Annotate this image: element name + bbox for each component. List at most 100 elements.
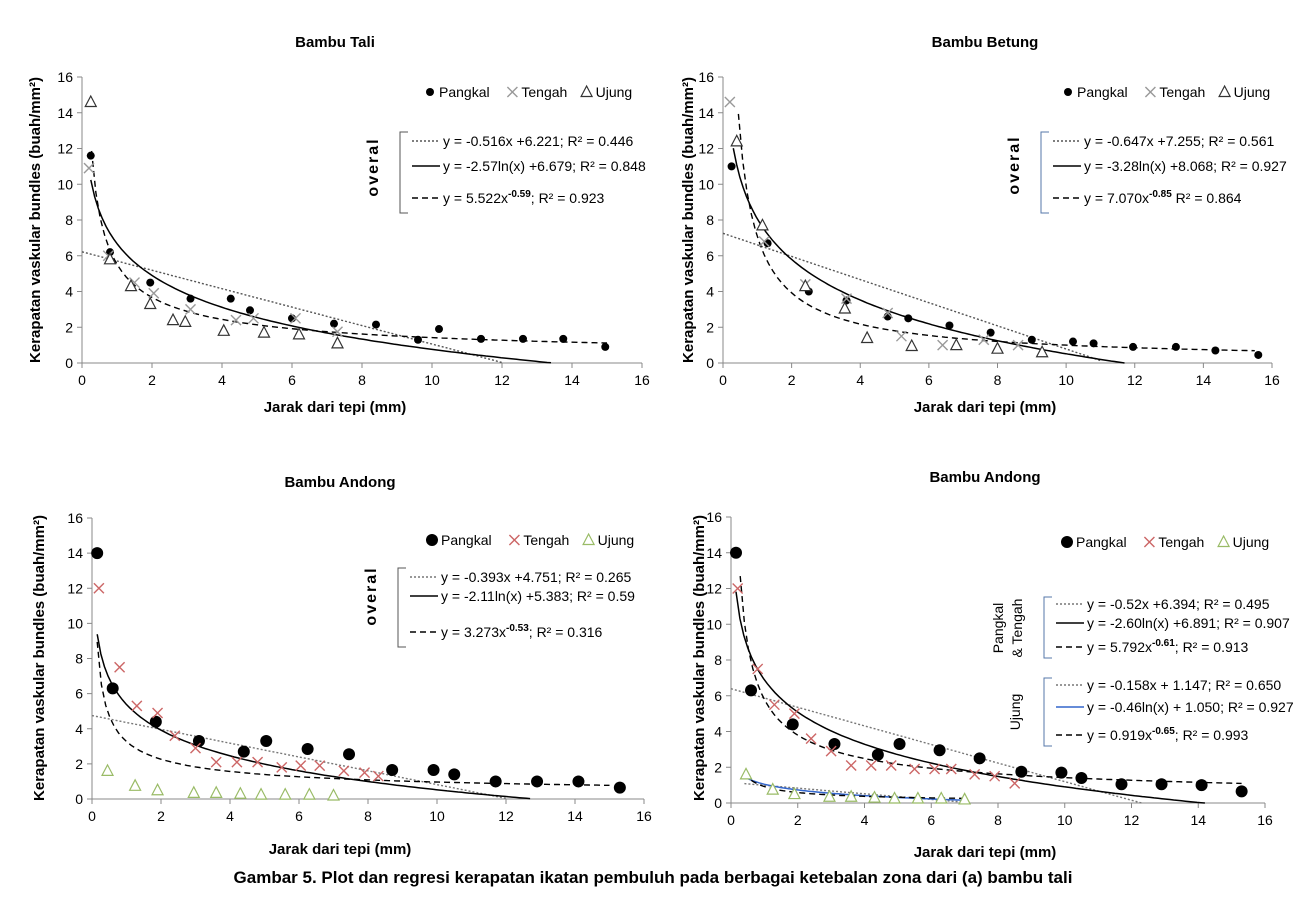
data-point — [825, 745, 837, 757]
data-point — [302, 787, 316, 800]
data-point — [489, 775, 502, 788]
chart-panel-4: Bambu Andong Jarak dari tepi (mm) Kerapata… — [691, 469, 1294, 861]
data-point — [730, 134, 744, 147]
data-point — [426, 88, 434, 96]
data-point — [233, 786, 247, 799]
data-point — [190, 742, 201, 754]
regression-legend: overal y = -0.647x +7.255; R² = 0.561 y = … — [1006, 131, 1287, 214]
data-point-stroke — [295, 760, 307, 772]
regression-group-label: overal — [363, 566, 380, 625]
data-point — [86, 151, 95, 160]
legend-entry-label: Ujung — [1233, 534, 1270, 550]
data-point — [519, 334, 527, 343]
data-point — [146, 278, 155, 287]
x-axis-label: Jarak dari tepi (mm) — [264, 399, 407, 416]
y-tick-label: 0 — [714, 795, 722, 811]
regression-group-label: Pangkal — [990, 603, 1006, 654]
x-tick-label: 14 — [1190, 812, 1206, 828]
data-point — [314, 760, 326, 772]
regression-group-label: & Tengah — [1009, 599, 1025, 658]
data-point-stroke — [825, 745, 837, 757]
data-point — [1171, 342, 1180, 351]
data-point — [991, 341, 1004, 354]
regression-curve-linear — [91, 714, 507, 800]
data-point — [149, 715, 162, 728]
legend-entry-label: Tengah — [1159, 84, 1205, 100]
data-point — [978, 334, 990, 346]
figure-caption: Gambar 5. Plot dan regresi kerapatan ika… — [233, 868, 1073, 887]
regression-equation: y = -0.647x +7.255; R² = 0.561 — [1084, 133, 1275, 149]
data-point — [192, 735, 205, 748]
y-tick-label: 6 — [75, 686, 83, 702]
data-point — [1089, 339, 1098, 348]
data-point — [343, 748, 356, 761]
x-tick-label: 6 — [925, 372, 933, 388]
series-ujung — [739, 767, 972, 805]
x-tick-label: 0 — [719, 372, 727, 388]
regression-curve-linear — [81, 251, 503, 364]
data-point — [338, 765, 350, 777]
data-point-stroke — [895, 330, 907, 342]
data-point — [909, 763, 921, 775]
data-point — [210, 756, 222, 768]
data-point-stroke — [332, 326, 343, 338]
x-tick-label: 16 — [1264, 372, 1280, 388]
data-point — [958, 792, 972, 805]
data-point — [290, 312, 301, 324]
y-tick-label: 8 — [714, 652, 722, 668]
data-point — [888, 791, 902, 804]
data-point — [1009, 777, 1021, 789]
data-point — [506, 86, 518, 98]
legend-entry-label: Tengah — [521, 84, 567, 100]
data-point — [871, 748, 884, 761]
data-point-stroke — [230, 314, 242, 326]
data-point-stroke — [231, 756, 243, 768]
regression-curve-power — [96, 641, 610, 786]
regression-equation: y = -0.393x +4.751; R² = 0.265 — [441, 569, 632, 585]
regression-curve-log — [90, 179, 552, 364]
data-point — [724, 96, 736, 108]
legend-entry-label: Pangkal — [441, 532, 492, 548]
data-point — [131, 700, 143, 712]
data-point-stroke — [882, 307, 894, 319]
regression-bracket — [1043, 677, 1052, 747]
regression-curve-log — [96, 634, 531, 800]
x-tick-label: 8 — [358, 372, 366, 388]
data-point — [1235, 785, 1248, 798]
data-point — [1155, 778, 1168, 791]
data-point-stroke — [969, 768, 981, 780]
data-point — [332, 326, 343, 338]
data-point — [426, 534, 438, 546]
legend-entry-label: Tengah — [523, 532, 569, 548]
regression-group-2: Ujung y = -0.158x + 1.147; R² = 0.650 y = … — [1007, 677, 1294, 747]
data-point — [226, 294, 235, 303]
data-point — [372, 320, 380, 329]
data-point-stroke — [724, 96, 736, 108]
data-point — [278, 787, 292, 800]
legend-entry-label: Ujung — [598, 532, 635, 548]
data-point — [895, 330, 907, 342]
y-tick-label: 0 — [65, 355, 73, 371]
data-point — [1055, 766, 1068, 779]
x-tick-label: 14 — [1196, 372, 1212, 388]
regression-legend: overal y = -0.393x +4.751; R² = 0.265 y = … — [363, 566, 635, 648]
chart-title: Bambu Andong — [929, 469, 1040, 486]
series-ujung — [730, 134, 1049, 358]
y-tick-label: 0 — [706, 355, 714, 371]
data-point — [508, 534, 520, 546]
x-tick-label: 14 — [564, 372, 580, 388]
x-tick-label: 6 — [295, 808, 303, 824]
data-point — [477, 334, 485, 343]
y-tick-label: 8 — [65, 212, 73, 228]
data-point-stroke — [185, 303, 196, 315]
data-point — [1129, 342, 1138, 351]
data-point — [727, 162, 736, 171]
data-point-stroke — [845, 759, 857, 771]
x-tick-label: 0 — [88, 808, 96, 824]
regression-equation: y = 7.070x-0.85 R² = 0.864 — [1084, 189, 1242, 206]
data-point — [246, 306, 254, 315]
data-point-stroke — [788, 708, 800, 720]
data-point — [128, 778, 142, 791]
data-point — [276, 761, 288, 773]
